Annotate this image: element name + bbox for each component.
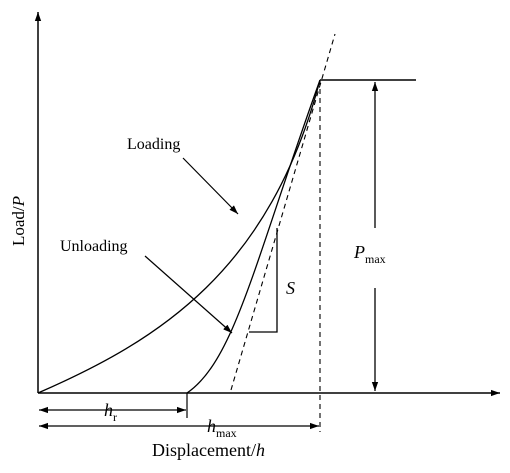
loading-curve: [37, 79, 321, 394]
pmax-label: Pmax: [353, 242, 386, 266]
stiffness-triangle: [249, 228, 278, 333]
unloading-label: Unloading: [60, 238, 128, 255]
unloading-curve: [186, 79, 321, 394]
loading-pointer-arrow: [182, 157, 239, 215]
stiffness-label: S: [286, 278, 295, 298]
x-axis-label: Displacement/h: [152, 440, 265, 460]
unloading-pointer-arrow: [144, 255, 233, 334]
loading-label: Loading: [127, 136, 180, 153]
hr-label: hr: [104, 400, 117, 424]
hmax-label: hmax: [207, 416, 237, 440]
unloading-tangent-line: [230, 33, 336, 391]
y-axis-label: Load/P: [9, 196, 28, 246]
